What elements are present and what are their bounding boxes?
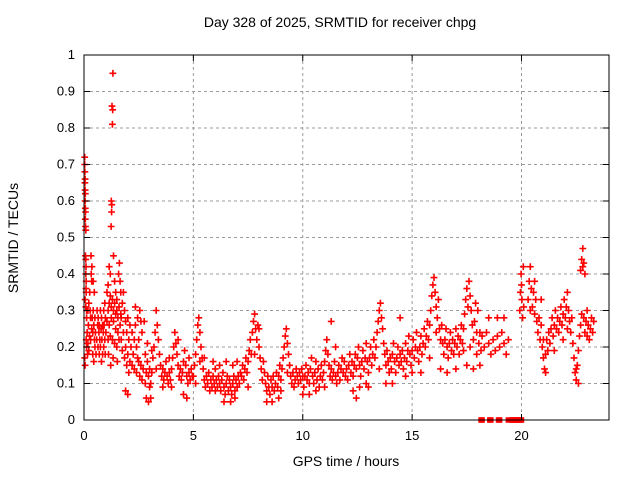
x-tick-label: 0 [80, 428, 87, 443]
y-axis-label: SRMTID / TECUs [5, 183, 21, 293]
y-tick-label: 0.6 [57, 193, 75, 208]
y-tick-label: 0.2 [57, 339, 75, 354]
y-tick-label: 0.7 [57, 157, 75, 172]
x-tick-label: 15 [405, 428, 419, 443]
y-tick-label: 0.8 [57, 120, 75, 135]
y-tick-label: 0.5 [57, 230, 75, 245]
data-points [81, 69, 598, 423]
y-tick-label: 0.3 [57, 303, 75, 318]
y-tick-label: 0.4 [57, 266, 75, 281]
tick-labels: 0 5 10 15 20 0 0.1 0.2 0.3 0.4 0.5 0.6 0.7 0.8 0.9 1 [57, 47, 529, 443]
x-axis-label: GPS time / hours [293, 453, 400, 469]
y-tick-label: 0 [68, 412, 75, 427]
y-tick-label: 0.1 [57, 376, 75, 391]
x-tick-label: 10 [296, 428, 310, 443]
x-tick-label: 5 [190, 428, 197, 443]
plus-markers [81, 69, 598, 406]
series-srmtid-values [81, 69, 598, 406]
y-tick-label: 0.9 [57, 84, 75, 99]
grid-lines [84, 55, 609, 420]
chart-title: Day 328 of 2025, SRMTID for receiver chp… [204, 14, 476, 30]
plot-border [83, 54, 610, 421]
x-tick-label: 20 [514, 428, 528, 443]
y-tick-label: 1 [68, 47, 75, 62]
